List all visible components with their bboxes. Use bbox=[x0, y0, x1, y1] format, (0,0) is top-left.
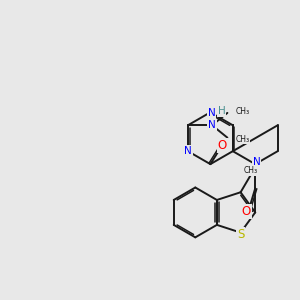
Text: N: N bbox=[208, 120, 216, 130]
Text: S: S bbox=[237, 228, 244, 241]
Text: O: O bbox=[242, 205, 251, 218]
Text: N: N bbox=[253, 157, 260, 167]
Text: CH₃: CH₃ bbox=[244, 167, 258, 176]
Text: O: O bbox=[218, 139, 227, 152]
Text: N: N bbox=[208, 108, 215, 118]
Text: CH₃: CH₃ bbox=[236, 107, 250, 116]
Text: H: H bbox=[218, 106, 225, 116]
Text: N: N bbox=[184, 146, 192, 156]
Text: CH₃: CH₃ bbox=[236, 135, 250, 144]
